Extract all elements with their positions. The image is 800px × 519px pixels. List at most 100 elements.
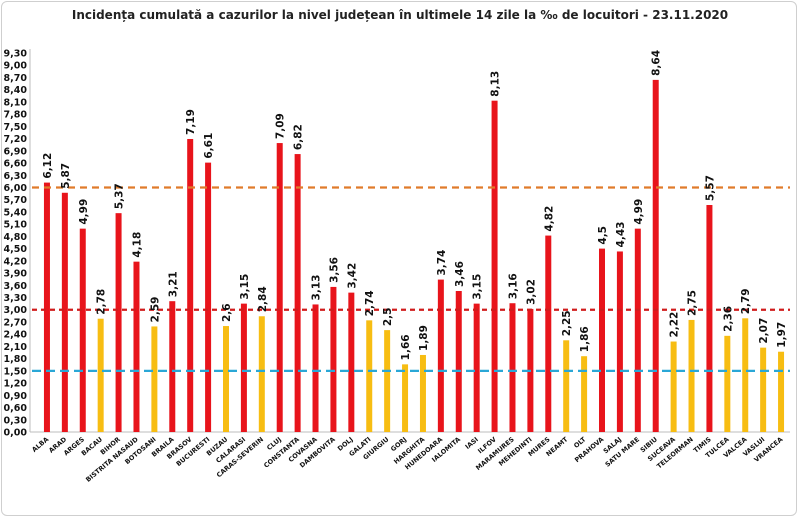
y-tick-label: 9,00 [4,61,28,72]
y-tick-label: 9,30 [4,49,28,60]
data-label: 4,99 [633,199,645,225]
data-label: 2,78 [96,289,108,315]
y-tick-label: 2,10 [4,342,28,353]
bar-valcea [742,318,749,432]
bar-caras-severin [258,316,265,432]
bar-alba [43,182,50,432]
y-tick-label: 0,00 [4,428,28,439]
data-label: 6,61 [203,133,215,159]
data-label: 2,25 [561,310,573,336]
y-tick-label: 3,60 [4,281,28,292]
data-label: 2,36 [722,306,734,332]
data-label: 2,5 [382,308,394,327]
bar-ialomita [455,290,462,432]
data-label: 8,13 [490,71,502,97]
y-tick-label: 0,90 [4,391,28,402]
y-tick-label: 2,40 [4,330,28,341]
data-label: 1,89 [418,325,430,351]
data-label: 2,59 [149,297,161,323]
data-label: 3,16 [507,273,519,299]
bar-buzau [223,326,229,432]
bar-prahova [599,248,605,432]
data-label: 3,56 [328,257,340,283]
y-tick-label: 6,30 [4,171,28,182]
data-label: 3,42 [346,263,358,289]
y-tick-label: 8,70 [4,73,28,84]
y-tick-label: 8,40 [4,85,28,96]
y-tick-label: 5,40 [4,207,28,218]
data-label: 4,43 [615,222,627,248]
bar-neamt [563,340,570,432]
bar-bistrita-nasaud [133,261,140,432]
data-label: 1,86 [579,326,591,352]
data-label: 2,74 [364,290,376,316]
bar-botosani [151,326,158,432]
bar-arges [79,228,86,432]
data-label: 5,37 [114,183,126,209]
y-tick-label: 5,70 [4,195,28,206]
y-tick-label: 3,30 [4,293,28,304]
data-label: 2,84 [257,286,269,312]
bar-brasov [187,138,194,433]
y-tick-label: 0,30 [4,415,28,426]
data-label: 1,97 [776,322,788,348]
y-tick-label: 4,80 [4,232,28,243]
bar-hunedoara [437,279,444,432]
data-label: 2,07 [758,318,770,344]
y-tick-label: 0,60 [4,403,28,414]
data-label: 4,18 [131,232,143,258]
y-tick-label: 6,00 [4,183,28,194]
bar-suceava [670,341,677,432]
y-tick-label: 4,50 [4,244,28,255]
data-label: 4,82 [543,206,555,232]
bar-braila [169,301,176,432]
y-tick-label: 1,80 [4,354,28,365]
bar-cluj [276,143,283,432]
bar-teleorman [688,319,695,432]
y-tick-label: 4,20 [4,256,28,267]
bar-olt [581,356,588,432]
bar-bihor [115,213,122,432]
bar-mures [545,235,552,432]
y-tick-label: 3,00 [4,305,28,316]
y-tick-label: 1,20 [4,379,28,390]
y-tick-label: 2,70 [4,317,28,328]
data-label: 3,15 [472,274,484,300]
data-label: 3,74 [436,250,448,276]
bar-tulcea [724,335,731,432]
data-label: 6,12 [42,153,54,179]
bar-salaj [616,251,623,432]
data-label: 2,79 [740,288,752,314]
y-tick-label: 7,50 [4,122,28,133]
bar-ilfov [491,100,498,432]
bar-dolj [348,292,355,432]
data-label: 2,22 [669,312,681,338]
bar-arad [61,192,68,432]
data-label: 3,13 [311,275,323,301]
chart-title: Incidența cumulată a cazurilor la nivel … [71,8,729,22]
bar-bucuresti [205,162,212,432]
data-label: 8,64 [651,50,663,76]
bar-iasi [473,303,480,432]
y-tick-label: 1,50 [4,366,28,377]
y-tick-label: 7,80 [4,110,28,121]
data-label: 6,82 [293,124,305,150]
bar-constanta [294,154,301,433]
data-label: 7,19 [185,109,197,135]
y-tick-label: 5,10 [4,220,28,231]
bar-satu-mare [634,228,641,432]
data-label: 7,09 [275,113,287,139]
bar-vaslui [760,347,767,432]
bar-harghita [419,354,426,432]
data-label: 1,66 [400,334,412,360]
y-tick-label: 6,60 [4,159,28,170]
data-label: 3,02 [525,279,537,305]
data-label: 4,5 [597,226,609,245]
y-tick-label: 7,20 [4,134,28,145]
y-tick-label: 6,90 [4,146,28,157]
bar-galati [366,320,373,432]
data-label: 3,15 [239,274,251,300]
bar-bacau [97,318,104,432]
